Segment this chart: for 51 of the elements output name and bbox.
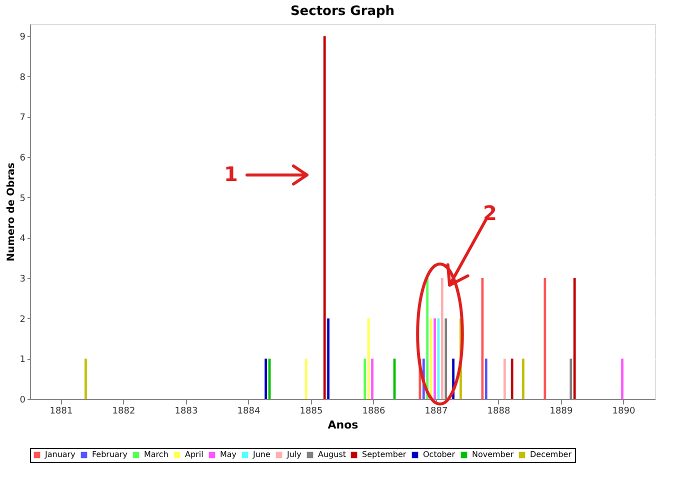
y-tick-label: 1 — [20, 355, 26, 366]
legend-label: June — [252, 450, 270, 459]
x-tick-label: 1882 — [112, 406, 136, 416]
x-tick-label: 1886 — [362, 406, 386, 416]
bar — [426, 278, 429, 399]
y-tick-label: 3 — [20, 274, 26, 285]
x-tick-label: 1887 — [424, 406, 448, 416]
x-tick-label: 1889 — [550, 406, 573, 416]
y-tick-label: 6 — [20, 154, 26, 164]
bar — [484, 358, 488, 399]
chart-title: Sectors Graph — [290, 4, 395, 19]
legend-label: August — [318, 450, 346, 459]
bar — [573, 278, 576, 399]
bar — [510, 358, 514, 399]
x-tick-label: 1888 — [487, 406, 510, 416]
annotation: 1 — [224, 162, 238, 186]
legend-label: March — [144, 450, 168, 459]
legend-label: October — [423, 450, 456, 459]
y-tick-label: 7 — [20, 113, 26, 124]
bar — [323, 36, 326, 399]
y-tick-label: 8 — [20, 72, 26, 83]
x-axis-title: Anos — [328, 418, 359, 432]
bar — [364, 358, 366, 399]
legend-label: April — [185, 450, 204, 459]
y-tick-label: 2 — [20, 314, 26, 325]
bar — [434, 318, 436, 399]
y-tick-label: 9 — [20, 32, 26, 43]
bar — [522, 358, 524, 399]
bar — [84, 358, 87, 399]
bar — [621, 358, 624, 399]
y-tick-label: 5 — [20, 194, 26, 204]
legend-label: September — [362, 450, 407, 459]
legend-label: May — [220, 450, 237, 459]
x-tick-label: 1884 — [237, 406, 260, 416]
legend-label: December — [530, 450, 572, 459]
bar — [440, 278, 444, 399]
bar — [371, 358, 374, 399]
x-tick-label: 1883 — [174, 406, 198, 416]
y-axis-title: Numero de Obras — [6, 162, 17, 262]
legend-label: February — [92, 450, 128, 459]
bar — [327, 318, 330, 399]
x-tick-label: 1890 — [612, 406, 636, 416]
y-tick-label: 0 — [20, 396, 26, 406]
legend-label: January — [44, 450, 76, 459]
x-tick-label: 1881 — [50, 406, 73, 416]
bar — [503, 358, 506, 399]
legend-label: July — [286, 450, 302, 459]
x-tick-label: 1885 — [300, 406, 323, 416]
legend-label: November — [472, 450, 514, 459]
y-tick-label: 4 — [20, 234, 26, 244]
bar — [264, 358, 267, 399]
